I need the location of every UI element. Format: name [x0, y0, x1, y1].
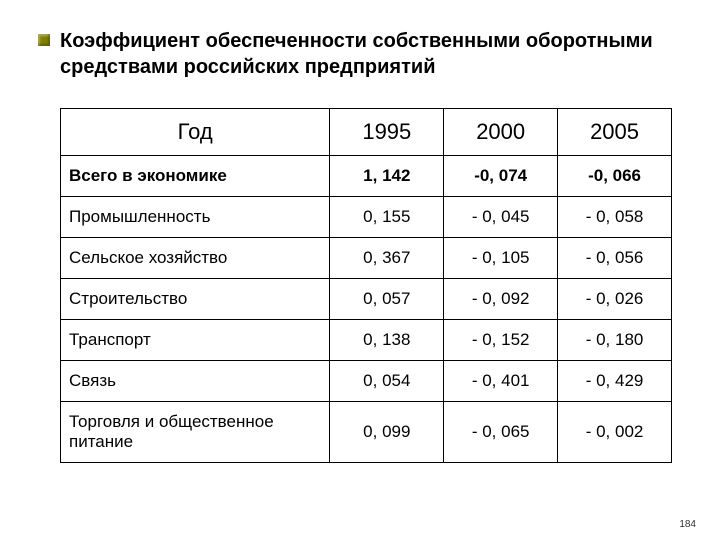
- table-row: Промышленность 0, 155 - 0, 045 - 0, 058: [61, 197, 672, 238]
- cell: -0, 074: [444, 156, 558, 197]
- cell: 0, 054: [330, 361, 444, 402]
- cell: 0, 138: [330, 320, 444, 361]
- row-label: Сельское хозяйство: [61, 238, 330, 279]
- table-row: Всего в экономике 1, 142 -0, 074 -0, 066: [61, 156, 672, 197]
- slide-page: Коэффициент обеспеченности собственными …: [0, 0, 720, 463]
- cell: - 0, 058: [558, 197, 672, 238]
- cell: - 0, 026: [558, 279, 672, 320]
- cell: - 0, 105: [444, 238, 558, 279]
- cell: 0, 367: [330, 238, 444, 279]
- row-label: Всего в экономике: [61, 156, 330, 197]
- cell: 0, 057: [330, 279, 444, 320]
- cell: 1, 142: [330, 156, 444, 197]
- cell: - 0, 180: [558, 320, 672, 361]
- col-header-2000: 2000: [444, 109, 558, 156]
- table-header-row: Год 1995 2000 2005: [61, 109, 672, 156]
- table-row: Торговля и общественное питание 0, 099 -…: [61, 402, 672, 463]
- page-number: 184: [679, 519, 696, 530]
- row-label: Строительство: [61, 279, 330, 320]
- cell: - 0, 045: [444, 197, 558, 238]
- row-label: Промышленность: [61, 197, 330, 238]
- table-row: Сельское хозяйство 0, 367 - 0, 105 - 0, …: [61, 238, 672, 279]
- table-row: Строительство 0, 057 - 0, 092 - 0, 026: [61, 279, 672, 320]
- cell: - 0, 056: [558, 238, 672, 279]
- cell: - 0, 002: [558, 402, 672, 463]
- row-label: Торговля и общественное питание: [61, 402, 330, 463]
- cell: - 0, 429: [558, 361, 672, 402]
- cell: - 0, 401: [444, 361, 558, 402]
- cell: 0, 155: [330, 197, 444, 238]
- title-bullet-icon: [38, 34, 50, 46]
- cell: - 0, 092: [444, 279, 558, 320]
- data-table: Год 1995 2000 2005 Всего в экономике 1, …: [60, 108, 672, 463]
- col-header-year: Год: [61, 109, 330, 156]
- table-row: Связь 0, 054 - 0, 401 - 0, 429: [61, 361, 672, 402]
- col-header-2005: 2005: [558, 109, 672, 156]
- row-label: Связь: [61, 361, 330, 402]
- cell: - 0, 065: [444, 402, 558, 463]
- cell: 0, 099: [330, 402, 444, 463]
- row-label: Транспорт: [61, 320, 330, 361]
- col-header-1995: 1995: [330, 109, 444, 156]
- cell: -0, 066: [558, 156, 672, 197]
- table-row: Транспорт 0, 138 - 0, 152 - 0, 180: [61, 320, 672, 361]
- cell: - 0, 152: [444, 320, 558, 361]
- page-title: Коэффициент обеспеченности собственными …: [60, 28, 672, 80]
